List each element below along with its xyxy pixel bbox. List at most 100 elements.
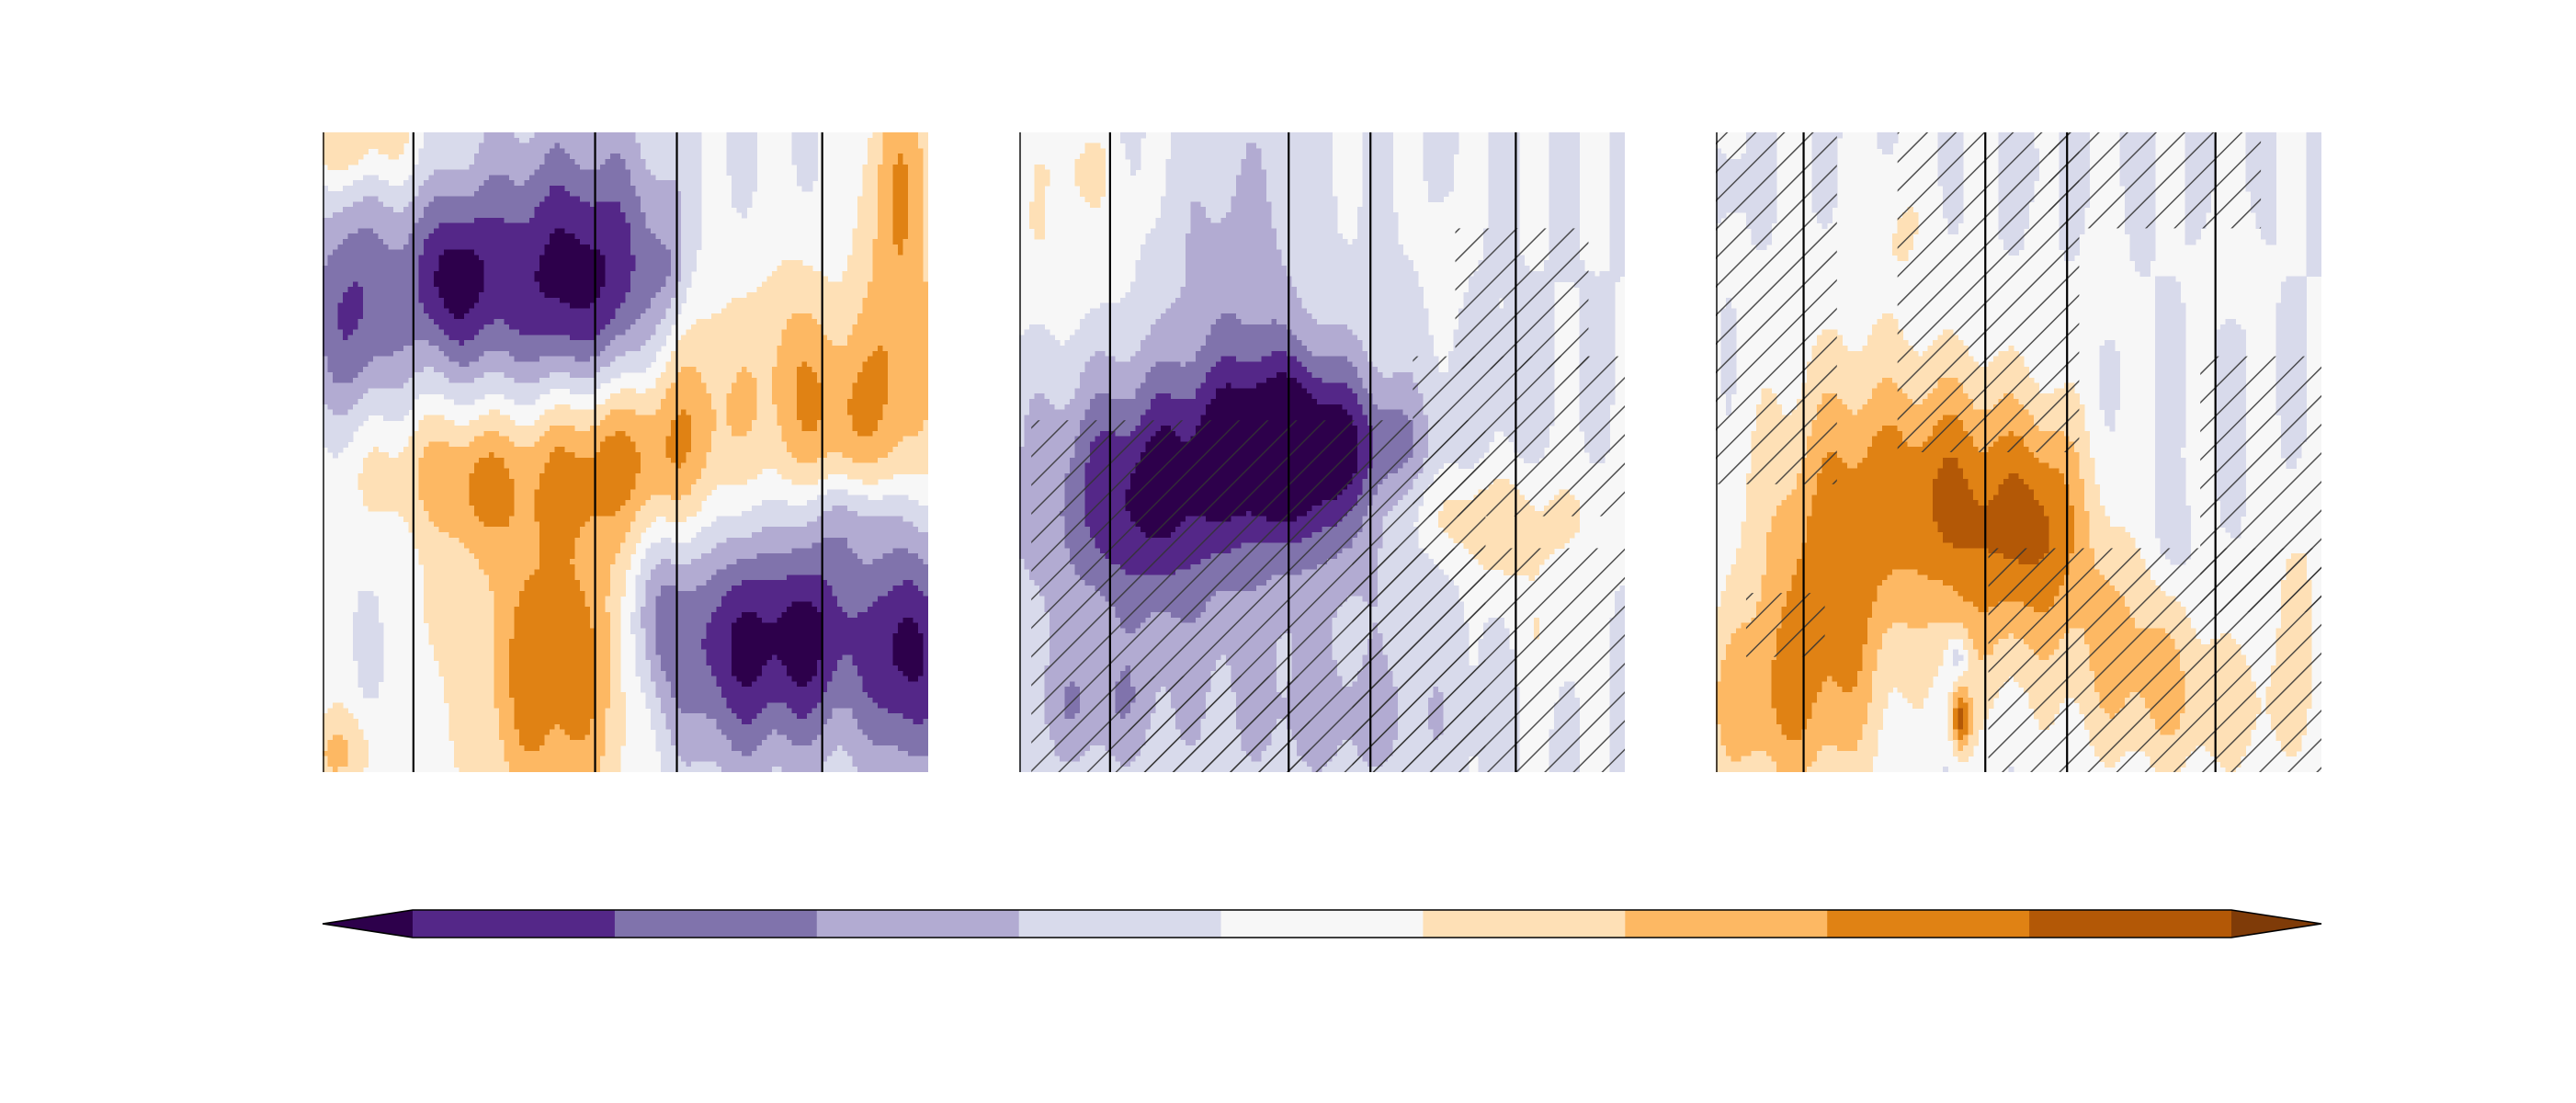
heatmap-cell — [323, 388, 369, 394]
heatmap-cell — [1246, 148, 1263, 154]
heatmap-cell — [872, 244, 899, 251]
heatmap-cell — [655, 612, 712, 619]
heatmap-cell — [852, 393, 889, 400]
heatmap-cell — [469, 164, 540, 171]
heatmap-cell — [1129, 164, 1141, 171]
heatmap-cell — [327, 164, 349, 171]
heatmap-cell — [1801, 553, 2004, 560]
heatmap-cell — [777, 346, 879, 352]
heatmap-cell — [1816, 697, 1873, 704]
heatmap-cell — [670, 559, 692, 565]
heatmap-cell — [453, 750, 505, 757]
heatmap-cell — [1165, 180, 1237, 187]
heatmap-cell — [2154, 350, 2186, 358]
heatmap-cell — [1877, 319, 1899, 325]
heatmap-cell — [1488, 159, 1520, 165]
heatmap-cell — [1978, 654, 1984, 661]
heatmap-cell — [1973, 643, 1994, 651]
heatmap-cell — [1811, 500, 1934, 506]
heatmap-cell — [680, 260, 697, 267]
heatmap-cell — [1771, 665, 1863, 672]
heatmap-cell — [2154, 409, 2186, 415]
heatmap-cell — [1186, 233, 1277, 240]
heatmap-cell — [670, 356, 777, 362]
heatmap-cell — [726, 404, 757, 411]
heatmap-cell — [1549, 212, 1581, 219]
heatmap-cell — [1423, 137, 1459, 144]
heatmap-cell — [483, 350, 510, 358]
heatmap-cell — [605, 436, 631, 442]
heatmap-cell — [807, 521, 914, 528]
heatmap-cell — [2089, 527, 2126, 533]
heatmap-cell — [1741, 537, 1767, 544]
heatmap-cell — [2251, 190, 2277, 198]
heatmap-cell — [827, 719, 858, 725]
heatmap-cell — [605, 255, 637, 261]
heatmap-cell — [1720, 670, 1773, 677]
heatmap-cell — [1165, 186, 1237, 192]
heatmap-cell — [2154, 506, 2191, 512]
heatmap-cell — [1609, 154, 1625, 160]
heatmap-cell — [660, 767, 722, 772]
heatmap-cell — [1832, 676, 1858, 682]
heatmap-cell — [483, 137, 520, 144]
heatmap-cell — [1277, 239, 1348, 245]
heatmap-cell — [1786, 601, 1873, 608]
heatmap-cell — [1074, 180, 1106, 187]
heatmap-cell — [1933, 506, 2045, 512]
heatmap-cell — [660, 559, 672, 565]
heatmap-cell — [509, 649, 596, 655]
heatmap-cell — [2306, 260, 2321, 267]
heatmap-cell — [640, 622, 657, 629]
heatmap-cell — [1872, 607, 1980, 613]
heatmap-cell — [1877, 382, 1899, 389]
heatmap-cell — [817, 372, 858, 379]
heatmap-cell — [1765, 548, 1802, 554]
heatmap-cell — [700, 553, 757, 560]
heatmap-cell — [690, 415, 717, 421]
heatmap-cell — [438, 266, 485, 272]
heatmap-cell — [1427, 180, 1454, 187]
heatmap-cell — [832, 713, 854, 720]
heatmap-cell — [872, 132, 884, 139]
heatmap-cell — [791, 137, 818, 144]
heatmap-cell — [902, 244, 925, 251]
heatmap-cell — [1186, 361, 1217, 368]
heatmap-cell — [2154, 399, 2186, 405]
heatmap-cell — [342, 297, 364, 304]
heatmap-cell — [655, 649, 707, 655]
heatmap-cell — [1125, 154, 1141, 160]
heatmap-cell — [696, 532, 753, 539]
heatmap-cell — [872, 255, 925, 261]
heatmap-cell — [323, 297, 344, 304]
heatmap-cell — [494, 319, 505, 325]
heatmap-cell — [635, 483, 692, 491]
heatmap-cell — [1362, 409, 1403, 415]
heatmap-cell — [1882, 643, 1949, 651]
heatmap-cell — [473, 510, 516, 517]
heatmap-cell — [1307, 367, 1358, 373]
heatmap-cell — [323, 308, 339, 314]
heatmap-cell — [908, 222, 925, 229]
heatmap-cell — [852, 457, 879, 464]
heatmap-cell — [847, 266, 874, 272]
heatmap-cell — [878, 175, 894, 181]
heatmap-cell — [665, 367, 682, 373]
heatmap-cell — [862, 169, 879, 176]
heatmap-cell — [761, 740, 793, 746]
heatmap-cell — [1084, 196, 1101, 202]
heatmap-cell — [509, 350, 601, 358]
heatmap-cell — [357, 483, 419, 491]
heatmap-cell — [868, 281, 928, 288]
heatmap-cell — [453, 313, 465, 320]
heatmap-cell — [2099, 377, 2120, 384]
heatmap-cell — [680, 217, 702, 224]
heatmap-cell — [494, 596, 520, 602]
heatmap-cell — [418, 287, 439, 293]
heatmap-cell — [433, 228, 556, 234]
heatmap-cell — [1579, 346, 1616, 352]
heatmap-cell — [852, 239, 874, 245]
heatmap-cell — [645, 586, 662, 592]
heatmap-cell — [357, 601, 380, 608]
heatmap-cell — [590, 302, 621, 309]
